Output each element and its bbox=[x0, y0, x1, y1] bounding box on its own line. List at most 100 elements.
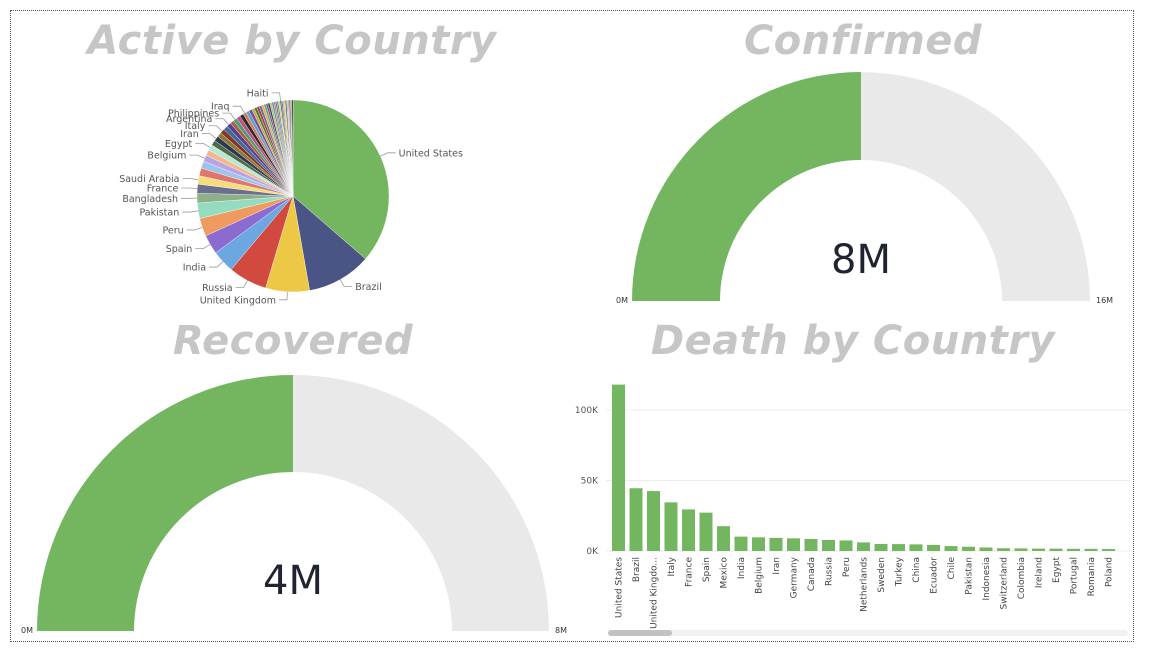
x-tick-label: United States bbox=[615, 557, 625, 618]
x-tick-label: Germany bbox=[790, 556, 800, 598]
bar-peru[interactable] bbox=[839, 540, 853, 551]
pie-leader-line bbox=[201, 133, 217, 139]
scrollbar-track bbox=[608, 630, 1128, 636]
pie-label-spain: Spain bbox=[166, 244, 193, 255]
bar-pakistan[interactable] bbox=[962, 546, 975, 551]
bar-mexico[interactable] bbox=[717, 526, 730, 551]
y-tick-label: 50K bbox=[581, 477, 599, 487]
pie-leader-line bbox=[189, 154, 205, 159]
x-tick-label: India bbox=[737, 557, 747, 579]
y-tick-label: 100K bbox=[575, 406, 599, 416]
pie-label-pakistan: Pakistan bbox=[139, 208, 179, 219]
x-tick-label: Spain bbox=[702, 557, 712, 582]
pie-label-peru: Peru bbox=[163, 225, 184, 236]
recovered-title: Recovered bbox=[172, 318, 414, 364]
x-tick-label: Poland bbox=[1105, 557, 1115, 587]
bar-spain[interactable] bbox=[699, 512, 713, 551]
x-tick-label: Ireland bbox=[1035, 557, 1045, 588]
pie-label-france: France bbox=[147, 184, 179, 195]
x-tick-label: Colombia bbox=[1017, 557, 1027, 599]
pie-leader-line bbox=[215, 118, 230, 125]
bar-united-states[interactable] bbox=[612, 384, 625, 551]
x-tick-label: Iran bbox=[772, 557, 782, 575]
pie-label-egypt: Egypt bbox=[165, 139, 193, 150]
pie-label-haiti: Haiti bbox=[247, 88, 269, 99]
active-by-country-title: Active by Country bbox=[87, 18, 497, 64]
pie-label-argentina: Argentina bbox=[166, 114, 212, 125]
recovered-gauge[interactable]: 4M 0M 8M bbox=[21, 375, 567, 635]
pie-slice-brazil[interactable] bbox=[292, 195, 366, 291]
bar-chart-scrollbar[interactable] bbox=[608, 630, 1128, 636]
bar-canada[interactable] bbox=[804, 539, 818, 551]
confirmed-gauge[interactable]: 8M 0M 16M bbox=[616, 72, 1113, 305]
gauge-value: 8M bbox=[831, 237, 891, 283]
pie-leader-line bbox=[380, 152, 396, 157]
bar-portugal[interactable] bbox=[1067, 548, 1080, 551]
pie-leader-line bbox=[195, 244, 211, 250]
bar-china[interactable] bbox=[909, 544, 923, 551]
pie-slice-united-states[interactable] bbox=[292, 99, 390, 260]
x-tick-label: Egypt bbox=[1052, 557, 1062, 583]
pie-leader-line bbox=[208, 125, 223, 132]
pie-leader-line bbox=[209, 261, 224, 268]
bar-iran[interactable] bbox=[769, 537, 783, 551]
confirmed-title: Confirmed bbox=[743, 18, 983, 64]
x-tick-label: Turkey bbox=[895, 556, 905, 587]
pie-label-iran: Iran bbox=[180, 129, 199, 140]
bar-poland[interactable] bbox=[1102, 549, 1115, 551]
pie-label-iraq: Iraq bbox=[211, 102, 230, 113]
gauge-min-label: 0M bbox=[616, 296, 628, 305]
pie-leader-line bbox=[222, 112, 236, 120]
bar-switzerland[interactable] bbox=[997, 548, 1010, 551]
bar-france[interactable] bbox=[682, 509, 695, 551]
bar-chile[interactable] bbox=[944, 546, 958, 551]
pie-slice[interactable] bbox=[291, 99, 294, 197]
gauge-max-label: 8M bbox=[555, 626, 567, 635]
scrollbar-thumb[interactable] bbox=[608, 630, 672, 636]
pie-leader-line bbox=[232, 105, 245, 114]
pie-leader-line bbox=[186, 226, 203, 231]
gauge-value: 4M bbox=[263, 558, 323, 604]
bar-brazil[interactable] bbox=[629, 488, 643, 551]
x-tick-label: Mexico bbox=[720, 557, 730, 589]
x-tick-label: France bbox=[685, 557, 695, 587]
x-tick-label: Switzerland bbox=[1000, 557, 1010, 610]
bar-russia[interactable] bbox=[822, 540, 835, 551]
pie-label-italy: Italy bbox=[185, 121, 206, 132]
x-tick-label: Italy bbox=[667, 556, 677, 576]
pie-leader-line bbox=[182, 210, 199, 213]
bar-turkey[interactable] bbox=[892, 544, 905, 551]
pie-label-belgium: Belgium bbox=[147, 151, 186, 162]
bar-egypt[interactable] bbox=[1049, 548, 1063, 551]
bar-ireland[interactable] bbox=[1032, 548, 1045, 551]
x-tick-label: China bbox=[912, 557, 922, 583]
death-bar-chart[interactable]: 0K 50K 100K United States Brazil United Kingd… bbox=[575, 384, 1130, 629]
bar-sweden[interactable] bbox=[874, 543, 888, 551]
bar-netherlands[interactable] bbox=[857, 542, 870, 551]
bar-colombia[interactable] bbox=[1014, 548, 1028, 551]
gauge-max-label: 16M bbox=[1096, 296, 1113, 305]
bar-indonesia[interactable] bbox=[979, 547, 993, 551]
death-by-country-title: Death by Country bbox=[650, 318, 1056, 364]
x-tick-label: Netherlands bbox=[860, 557, 870, 612]
bar-india[interactable] bbox=[734, 536, 748, 551]
bar-belgium[interactable] bbox=[752, 537, 765, 551]
x-tick-label: Romania bbox=[1087, 557, 1097, 596]
pie-label-bangladesh: Bangladesh bbox=[122, 194, 178, 205]
gauge-min-label: 0M bbox=[21, 626, 33, 635]
x-tick-label: Portugal bbox=[1070, 557, 1080, 594]
gauge-fill bbox=[37, 375, 293, 631]
bar-germany[interactable] bbox=[787, 538, 800, 551]
bar-italy[interactable] bbox=[664, 502, 678, 551]
bar-ecuador[interactable] bbox=[927, 544, 940, 551]
bar-united-kingdo[interactable] bbox=[647, 491, 660, 551]
x-tick-label: Belgium bbox=[755, 557, 765, 594]
pie-leader-line bbox=[278, 291, 288, 301]
dashboard-frame bbox=[10, 10, 1134, 642]
bar-romania[interactable] bbox=[1084, 548, 1098, 551]
pie-leader-line bbox=[181, 187, 198, 190]
x-tick-label: Indonesia bbox=[982, 557, 992, 601]
pie-label-brazil: Brazil bbox=[355, 282, 382, 293]
